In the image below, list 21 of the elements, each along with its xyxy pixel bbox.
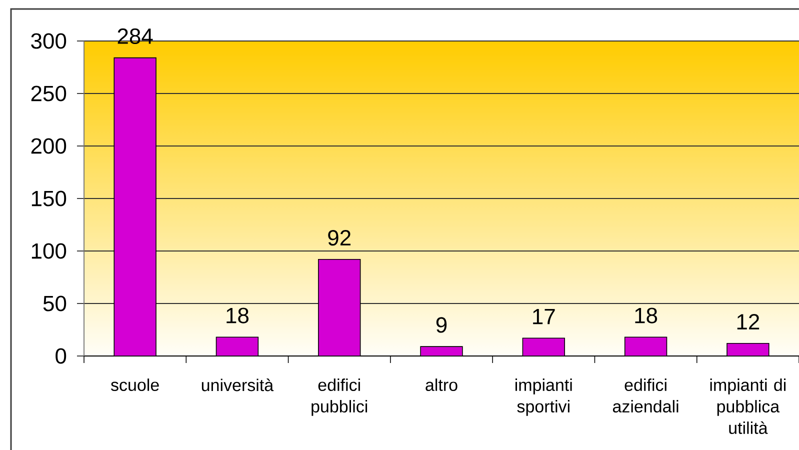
- x-tick-label: edifici pubblici: [312, 378, 368, 416]
- y-tick-label: 0: [56, 348, 66, 364]
- data-label: 18: [226, 308, 248, 324]
- y-tick-label: 300: [31, 33, 66, 49]
- x-tick-label: edifici aziendali: [612, 378, 678, 413]
- x-tick-label: impianti sportivi: [516, 378, 572, 416]
- y-tick-label: 50: [43, 296, 66, 312]
- x-tick-label: altro: [426, 378, 458, 392]
- data-label: 92: [328, 230, 350, 246]
- data-label: 12: [737, 314, 760, 330]
- y-tick-label: 200: [31, 138, 66, 154]
- data-label: 284: [118, 28, 153, 44]
- data-label: 9: [436, 317, 447, 333]
- x-tick-label: scuole: [110, 378, 159, 392]
- y-tick-label: 250: [31, 86, 66, 102]
- y-tick-label: 150: [32, 190, 66, 206]
- data-label: 18: [635, 308, 658, 324]
- data-label: 17: [533, 309, 555, 324]
- x-tick-label: università: [202, 378, 274, 392]
- x-tick-label: impianti di pubblica utilità: [710, 378, 786, 434]
- y-tick-label: 100: [32, 243, 66, 259]
